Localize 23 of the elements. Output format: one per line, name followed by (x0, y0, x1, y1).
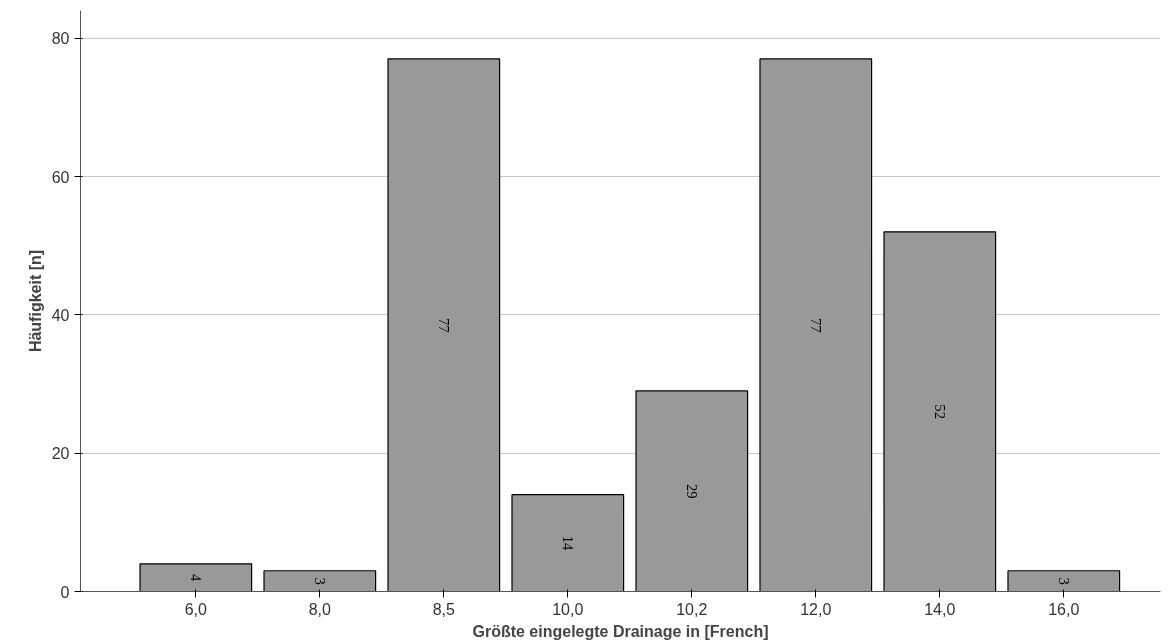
data-label: 52 (931, 404, 948, 419)
x-axis-title: Größte eingelegte Drainage in [French] (472, 622, 769, 640)
data-label: 14 (559, 535, 576, 552)
x-tick-label: 8,5 (432, 600, 456, 618)
x-tick-label: 8,0 (308, 600, 332, 618)
data-label: 4 (187, 574, 204, 582)
data-label: 29 (683, 483, 700, 499)
data-label: 3 (1055, 577, 1072, 585)
y-tick-label: 0 (60, 583, 70, 601)
x-tick-label: 6,0 (184, 600, 208, 618)
data-label: 77 (807, 317, 824, 333)
data-label: 77 (435, 317, 452, 333)
y-axis-title: Häufigkeit [n] (26, 249, 44, 353)
x-tick-label: 16,0 (1048, 600, 1080, 618)
x-tick-label: 14,0 (924, 600, 956, 618)
y-tick-label: 80 (51, 30, 70, 48)
x-tick-label: 10,0 (552, 600, 584, 618)
y-tick-label: 20 (51, 445, 70, 463)
x-tick-label: 10,2 (676, 600, 708, 618)
x-tick-label: 12,0 (800, 600, 832, 618)
y-tick-label: 60 (51, 168, 70, 186)
y-tick-label: 40 (51, 306, 70, 324)
data-label: 3 (311, 577, 328, 585)
